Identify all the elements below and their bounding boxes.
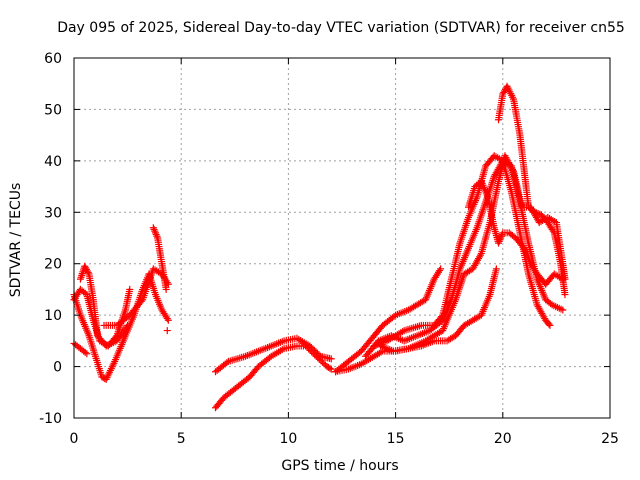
data-point [162, 285, 170, 293]
data-point [531, 208, 539, 216]
data-point [137, 297, 145, 305]
data-point [151, 229, 159, 237]
data-point [315, 355, 323, 363]
series-C [70, 270, 153, 383]
series-B [76, 262, 132, 350]
data-point [308, 348, 316, 356]
x-axis-label: GPS time / hours [281, 458, 398, 474]
data-point [311, 351, 319, 359]
data-point [126, 285, 134, 293]
data-point [152, 231, 160, 239]
data-point [509, 165, 517, 173]
data-point [312, 352, 320, 360]
data-point [437, 265, 445, 273]
data-point [163, 327, 171, 335]
data-point [83, 267, 91, 275]
data-point [317, 357, 325, 365]
data-point [320, 360, 328, 368]
series-P [464, 177, 567, 288]
data-point [309, 349, 317, 357]
chart-title: Day 095 of 2025, Sidereal Day-to-day VTE… [57, 20, 625, 36]
data-point [302, 342, 310, 350]
y-tick-label: 50 [44, 102, 62, 118]
data-point [83, 350, 91, 358]
y-axis-label: SDTVAR / TECUs [8, 183, 24, 298]
data-point [318, 358, 326, 366]
data-point [82, 265, 90, 273]
y-tick-label: 30 [44, 205, 62, 221]
y-tick-label: 60 [44, 51, 62, 67]
data-point [495, 239, 503, 247]
data-point [496, 236, 504, 244]
data-point [306, 346, 314, 354]
data-point [327, 355, 335, 363]
data-point [549, 227, 557, 235]
data-point [153, 232, 161, 240]
data-point [500, 88, 508, 96]
data-point [223, 359, 231, 367]
data-point [497, 234, 505, 242]
data-point [164, 316, 172, 324]
data-point [533, 209, 541, 217]
data-point [377, 348, 385, 356]
data-point [81, 348, 89, 356]
series-J [212, 342, 335, 412]
series-H [163, 327, 171, 335]
data-marks [70, 82, 569, 412]
series-G [149, 224, 170, 293]
y-tick-label: -10 [39, 411, 62, 427]
x-tick-label: 15 [387, 431, 405, 447]
data-point [499, 90, 507, 98]
series-Q [495, 82, 569, 299]
x-tick-label: 20 [494, 431, 512, 447]
data-point [534, 210, 542, 218]
series-F [145, 270, 172, 324]
data-point [546, 321, 554, 329]
data-point [438, 313, 446, 321]
y-tick-label: 40 [44, 154, 62, 170]
series-K [332, 265, 500, 376]
data-point [303, 343, 311, 351]
data-point [81, 262, 89, 270]
data-point [151, 227, 159, 235]
axis-ticks: 0 5 10 15 20 25 -10 0 10 20 30 40 50 60 [39, 51, 619, 447]
data-point [497, 232, 505, 240]
data-point [163, 315, 171, 323]
data-point [398, 328, 406, 336]
data-point [476, 251, 484, 259]
x-tick-label: 25 [601, 431, 619, 447]
y-tick-label: 0 [53, 360, 62, 376]
data-point [305, 345, 313, 353]
data-point [149, 224, 157, 232]
plot-frame [73, 57, 611, 419]
data-point [545, 320, 553, 328]
x-tick-label: 10 [279, 431, 297, 447]
y-tick-label: 10 [44, 308, 62, 324]
data-point [326, 364, 334, 372]
data-point [150, 225, 158, 233]
data-point [436, 267, 444, 275]
data-point [559, 306, 567, 314]
data-point [561, 291, 569, 299]
data-point [327, 365, 335, 373]
x-tick-label: 5 [177, 431, 186, 447]
data-point [82, 264, 90, 272]
series-L [332, 265, 445, 376]
data-point [492, 265, 500, 273]
data-point [495, 237, 503, 245]
x-tick-label: 0 [70, 431, 79, 447]
data-point [84, 268, 92, 276]
data-point [314, 354, 322, 362]
y-tick-label: 20 [44, 257, 62, 273]
